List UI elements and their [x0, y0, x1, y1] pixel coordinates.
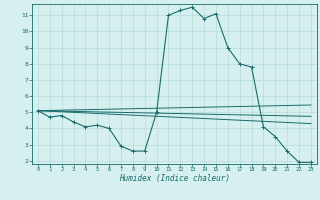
X-axis label: Humidex (Indice chaleur): Humidex (Indice chaleur) — [119, 174, 230, 183]
